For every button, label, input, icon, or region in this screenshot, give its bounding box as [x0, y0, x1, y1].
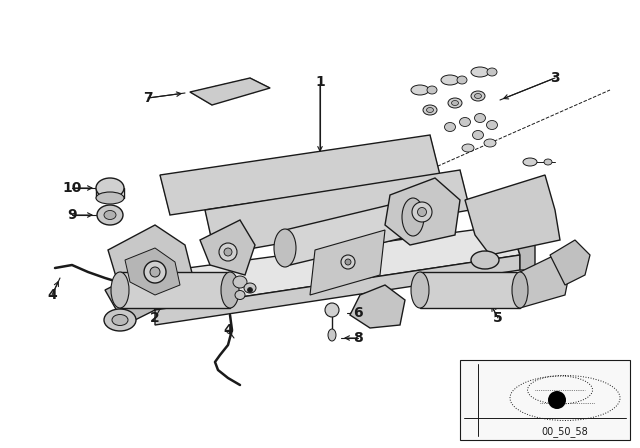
Ellipse shape	[445, 122, 456, 132]
Text: 1: 1	[315, 75, 325, 89]
Ellipse shape	[341, 255, 355, 269]
Polygon shape	[350, 285, 405, 328]
Text: 7: 7	[143, 91, 153, 105]
Ellipse shape	[451, 100, 458, 105]
Ellipse shape	[219, 243, 237, 261]
Ellipse shape	[423, 105, 437, 115]
Ellipse shape	[150, 267, 160, 277]
Polygon shape	[510, 220, 535, 270]
Polygon shape	[285, 200, 415, 265]
Polygon shape	[465, 175, 560, 255]
Polygon shape	[135, 225, 520, 310]
Ellipse shape	[426, 108, 433, 112]
Ellipse shape	[472, 130, 483, 139]
Polygon shape	[550, 240, 590, 285]
Ellipse shape	[474, 94, 481, 99]
Text: 5: 5	[493, 311, 503, 325]
Polygon shape	[108, 225, 195, 305]
Ellipse shape	[457, 76, 467, 84]
Text: 9: 9	[67, 208, 77, 222]
Ellipse shape	[345, 259, 351, 265]
Ellipse shape	[235, 290, 245, 300]
Ellipse shape	[221, 272, 239, 308]
Ellipse shape	[411, 85, 429, 95]
Polygon shape	[125, 248, 180, 295]
Ellipse shape	[402, 198, 424, 236]
Polygon shape	[155, 255, 520, 325]
Ellipse shape	[471, 251, 499, 269]
Ellipse shape	[224, 248, 232, 256]
Polygon shape	[205, 170, 470, 255]
Ellipse shape	[512, 272, 528, 308]
Text: 6: 6	[353, 306, 363, 320]
Polygon shape	[385, 178, 460, 245]
Ellipse shape	[112, 314, 128, 326]
Ellipse shape	[412, 202, 432, 222]
Ellipse shape	[104, 309, 136, 331]
Polygon shape	[190, 78, 270, 105]
Ellipse shape	[248, 288, 253, 293]
Text: 00_50_58: 00_50_58	[541, 426, 588, 437]
Ellipse shape	[484, 139, 496, 147]
Polygon shape	[120, 272, 230, 308]
Ellipse shape	[96, 178, 124, 198]
Ellipse shape	[471, 91, 485, 101]
Ellipse shape	[460, 117, 470, 126]
Polygon shape	[160, 135, 440, 215]
Ellipse shape	[97, 205, 123, 225]
Polygon shape	[105, 275, 155, 325]
Ellipse shape	[544, 159, 552, 165]
Ellipse shape	[325, 303, 339, 317]
Polygon shape	[310, 230, 385, 295]
Text: 2: 2	[150, 311, 160, 325]
Text: 3: 3	[550, 71, 560, 85]
Ellipse shape	[486, 121, 497, 129]
Text: 8: 8	[353, 331, 363, 345]
Bar	[460, 360, 630, 440]
Ellipse shape	[474, 113, 486, 122]
Ellipse shape	[96, 192, 124, 204]
Text: 4: 4	[47, 288, 57, 302]
Ellipse shape	[462, 144, 474, 152]
Polygon shape	[520, 255, 570, 308]
Circle shape	[548, 391, 566, 409]
Ellipse shape	[487, 68, 497, 76]
Ellipse shape	[233, 276, 247, 288]
Ellipse shape	[111, 272, 129, 308]
Polygon shape	[200, 220, 255, 275]
Ellipse shape	[471, 67, 489, 77]
Ellipse shape	[523, 158, 537, 166]
Ellipse shape	[441, 75, 459, 85]
Text: 4: 4	[223, 323, 233, 337]
Ellipse shape	[104, 211, 116, 220]
Ellipse shape	[244, 283, 256, 293]
Ellipse shape	[411, 272, 429, 308]
Ellipse shape	[427, 86, 437, 94]
Ellipse shape	[328, 329, 336, 341]
Ellipse shape	[448, 98, 462, 108]
Ellipse shape	[144, 261, 166, 283]
Text: 10: 10	[62, 181, 82, 195]
Ellipse shape	[274, 229, 296, 267]
Ellipse shape	[417, 207, 426, 216]
Polygon shape	[420, 272, 520, 308]
